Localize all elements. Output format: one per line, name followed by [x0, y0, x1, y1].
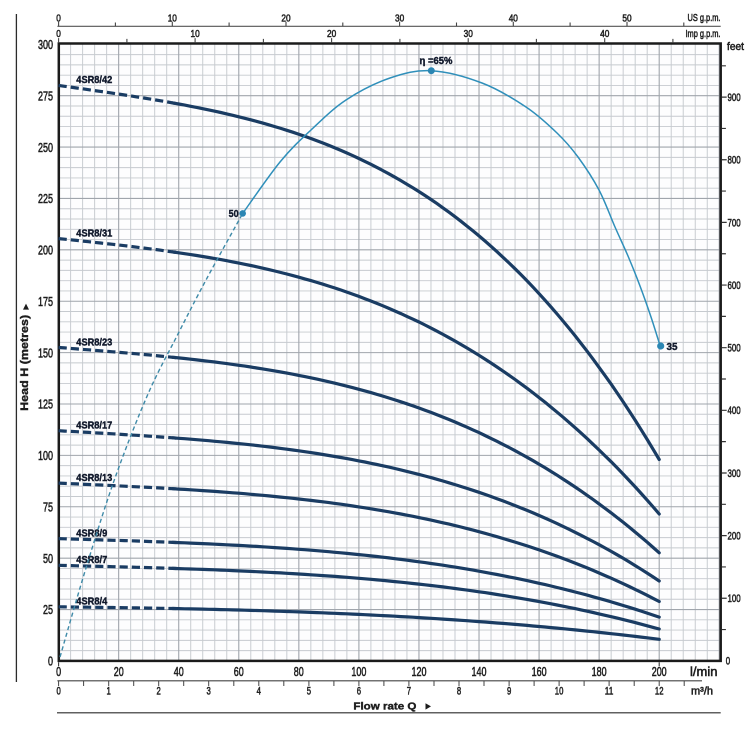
svg-text:10: 10: [555, 686, 564, 698]
svg-text:0: 0: [56, 13, 61, 24]
svg-text:feet: feet: [727, 41, 744, 53]
svg-text:30: 30: [395, 13, 405, 24]
svg-text:50: 50: [43, 551, 53, 566]
svg-text:180: 180: [592, 664, 607, 679]
svg-text:Imp g.p.m.: Imp g.p.m.: [686, 28, 721, 40]
svg-text:6: 6: [357, 686, 361, 698]
svg-text:10: 10: [168, 13, 178, 24]
svg-text:20: 20: [327, 29, 337, 40]
svg-text:4: 4: [257, 686, 261, 698]
svg-text:120: 120: [412, 664, 427, 679]
svg-text:40: 40: [600, 29, 610, 40]
svg-text:0: 0: [56, 686, 60, 698]
svg-text:Flow rate Q: Flow rate Q: [353, 701, 416, 713]
svg-text:200: 200: [38, 243, 53, 258]
svg-text:60: 60: [234, 664, 244, 679]
svg-text:275: 275: [38, 88, 53, 103]
svg-text:700: 700: [728, 217, 741, 229]
svg-text:4SR8/42: 4SR8/42: [76, 74, 112, 86]
svg-text:0: 0: [48, 654, 53, 669]
svg-text:12: 12: [655, 686, 664, 698]
svg-text:400: 400: [728, 405, 741, 417]
svg-text:20: 20: [281, 13, 291, 24]
svg-text:US g.p.m.: US g.p.m.: [688, 12, 721, 24]
svg-text:Head H (metres): Head H (metres): [19, 315, 31, 411]
svg-text:4SR8/13: 4SR8/13: [76, 472, 112, 484]
svg-text:160: 160: [532, 664, 547, 679]
svg-text:20: 20: [114, 664, 124, 679]
svg-text:50: 50: [622, 13, 632, 24]
svg-text:40: 40: [509, 13, 519, 24]
svg-text:100: 100: [38, 448, 53, 463]
svg-text:900: 900: [728, 92, 741, 104]
svg-text:4SR8/31: 4SR8/31: [76, 227, 112, 239]
svg-text:0: 0: [726, 655, 730, 667]
svg-text:200: 200: [728, 531, 741, 543]
svg-text:9: 9: [507, 686, 511, 698]
svg-text:140: 140: [472, 664, 487, 679]
svg-text:175: 175: [38, 294, 53, 309]
svg-text:l/min: l/min: [690, 664, 717, 679]
svg-text:40: 40: [174, 664, 184, 679]
svg-text:75: 75: [43, 500, 53, 515]
svg-text:500: 500: [728, 343, 741, 355]
svg-text:4SR8/9: 4SR8/9: [76, 527, 107, 539]
svg-text:4SR8/7: 4SR8/7: [76, 554, 107, 566]
svg-text:800: 800: [728, 155, 741, 167]
svg-text:5: 5: [307, 686, 311, 698]
svg-text:125: 125: [38, 397, 53, 412]
svg-text:η =65%: η =65%: [420, 56, 453, 67]
svg-text:4SR8/23: 4SR8/23: [76, 336, 112, 348]
svg-text:3: 3: [207, 686, 211, 698]
svg-text:300: 300: [728, 468, 741, 480]
svg-text:7: 7: [407, 686, 411, 698]
svg-text:4SR8/4: 4SR8/4: [76, 596, 107, 608]
svg-text:50: 50: [229, 209, 239, 220]
svg-text:0: 0: [56, 29, 61, 40]
svg-text:150: 150: [38, 345, 53, 360]
svg-text:2: 2: [157, 686, 161, 698]
svg-text:1: 1: [107, 686, 111, 698]
svg-text:80: 80: [294, 664, 304, 679]
svg-text:4SR8/17: 4SR8/17: [76, 420, 112, 432]
svg-text:10: 10: [191, 29, 201, 40]
svg-text:225: 225: [38, 191, 53, 206]
svg-text:11: 11: [605, 686, 614, 698]
svg-text:600: 600: [728, 280, 741, 292]
svg-text:8: 8: [457, 686, 461, 698]
svg-text:m³/h: m³/h: [691, 685, 713, 697]
svg-text:35: 35: [667, 342, 678, 353]
svg-text:25: 25: [43, 602, 53, 617]
svg-text:100: 100: [728, 593, 741, 605]
svg-text:200: 200: [652, 664, 667, 679]
svg-text:100: 100: [351, 664, 366, 679]
svg-text:0: 0: [56, 664, 61, 679]
svg-text:250: 250: [38, 140, 53, 155]
svg-text:30: 30: [464, 29, 474, 40]
svg-text:300: 300: [38, 37, 53, 52]
